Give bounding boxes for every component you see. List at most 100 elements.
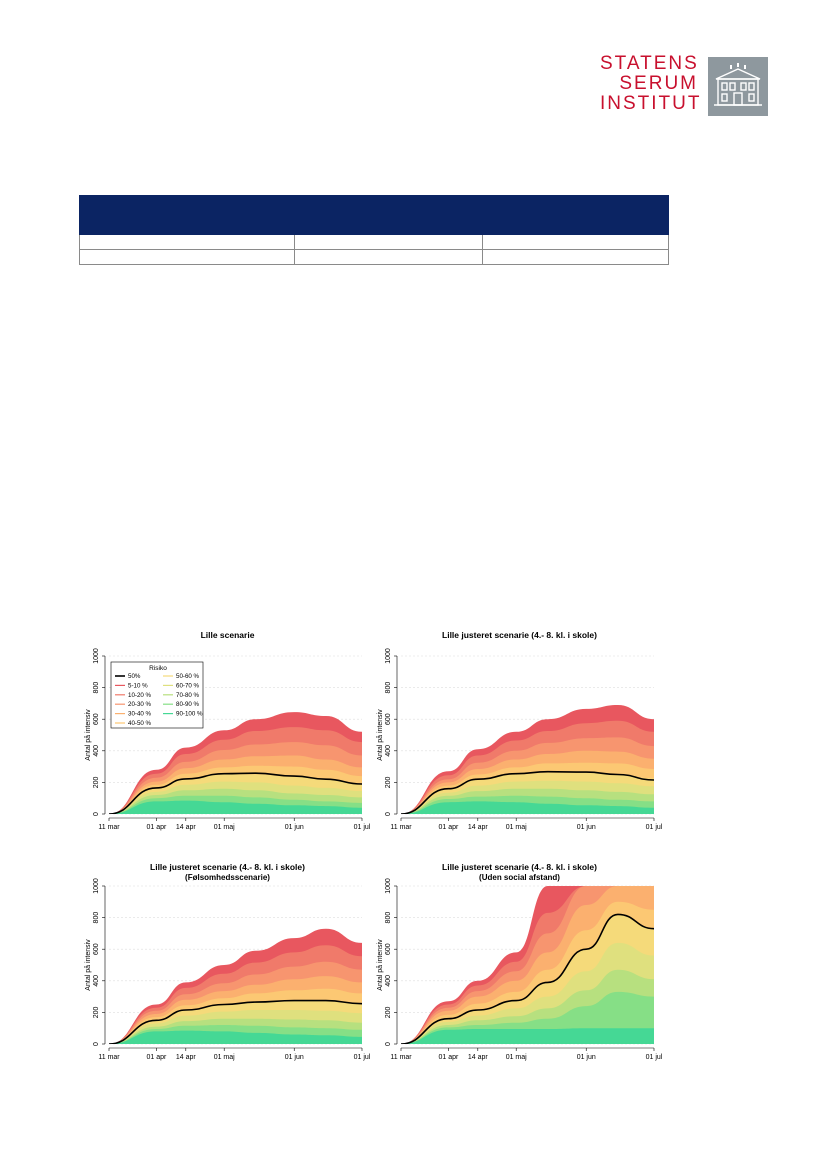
legend-label: 80-90 % bbox=[176, 701, 200, 708]
median-line bbox=[109, 772, 362, 814]
logo-wordmark: STATENS SERUM INSTITUT bbox=[600, 53, 702, 114]
chart-subtitle: (Følsomhedsscenarie) bbox=[185, 873, 270, 882]
y-tick-label: 600 bbox=[93, 713, 100, 725]
chart-panel: Lille justeret scenarie (4.- 8. kl. i sk… bbox=[376, 630, 663, 831]
x-tick-label: 01 apr bbox=[147, 1054, 168, 1061]
y-tick-label: 200 bbox=[93, 1006, 100, 1018]
legend-label: 50% bbox=[128, 673, 141, 680]
y-tick-label: 600 bbox=[93, 943, 100, 955]
y-tick-label: 1000 bbox=[93, 648, 100, 664]
risk-band bbox=[401, 1028, 654, 1044]
x-tick-label: 01 jun bbox=[577, 1054, 596, 1061]
area-group bbox=[109, 712, 362, 814]
x-tick-label: 11 mar bbox=[98, 824, 120, 831]
y-tick-label: 800 bbox=[93, 682, 100, 694]
chart-title: Lille justeret scenarie (4.- 8. kl. i sk… bbox=[150, 862, 305, 872]
table-cell bbox=[482, 234, 669, 250]
y-tick-label: 0 bbox=[385, 812, 392, 816]
y-tick-label: 1000 bbox=[93, 878, 100, 894]
table-header-row bbox=[79, 195, 669, 235]
chart-subtitle: (Uden social afstand) bbox=[479, 873, 560, 882]
x-tick-label: 11 mar bbox=[390, 1054, 412, 1061]
chart-title: Lille justeret scenarie (4.- 8. kl. i sk… bbox=[442, 630, 597, 640]
y-tick-label: 600 bbox=[385, 943, 392, 955]
legend-box bbox=[110, 661, 204, 729]
y-tick-label: 400 bbox=[93, 745, 100, 757]
x-tick-label: 01 apr bbox=[147, 824, 168, 831]
x-tick-label: 14 apr bbox=[468, 1054, 489, 1061]
legend-label: 10-20 % bbox=[128, 692, 152, 699]
x-tick-label: 01 maj bbox=[506, 1054, 527, 1061]
median-line bbox=[109, 999, 362, 1044]
area-group bbox=[401, 705, 654, 814]
x-tick-label: 01 jul bbox=[646, 1054, 663, 1061]
risk-band bbox=[109, 1030, 362, 1044]
table-header-cell bbox=[294, 195, 483, 235]
y-axis-label: Antal på intensiv bbox=[84, 709, 92, 761]
area-group bbox=[401, 886, 654, 1044]
legend-title: Risiko bbox=[149, 665, 167, 672]
table-cell bbox=[482, 249, 669, 265]
x-tick-label: 01 apr bbox=[439, 1054, 460, 1061]
table-cell bbox=[294, 234, 483, 250]
y-axis-label: Antal på intensiv bbox=[376, 939, 384, 991]
y-tick-label: 200 bbox=[385, 1006, 392, 1018]
legend-label: 50-60 % bbox=[176, 673, 200, 680]
y-tick-label: 200 bbox=[93, 776, 100, 788]
x-tick-label: 11 mar bbox=[390, 824, 412, 831]
x-tick-label: 14 apr bbox=[176, 824, 197, 831]
table-header-cell bbox=[79, 195, 295, 235]
x-tick-label: 01 jun bbox=[285, 1054, 304, 1061]
y-tick-label: 800 bbox=[93, 912, 100, 924]
y-tick-label: 1000 bbox=[385, 648, 392, 664]
y-tick-label: 800 bbox=[385, 682, 392, 694]
legend: Risiko 50% 5-10 % 10-20 % 20-30 % 30-40 % 40-5… bbox=[110, 661, 204, 729]
legend-label: 5-10 % bbox=[128, 682, 148, 689]
logo-line: STATENS bbox=[600, 53, 699, 74]
median-line bbox=[401, 913, 654, 1044]
x-tick-label: 01 maj bbox=[214, 824, 235, 831]
y-tick-label: 800 bbox=[385, 912, 392, 924]
table-row bbox=[79, 249, 669, 265]
y-tick-label: 0 bbox=[93, 812, 100, 816]
data-table bbox=[79, 195, 669, 265]
y-tick-label: 400 bbox=[385, 975, 392, 987]
x-tick-label: 01 maj bbox=[214, 1054, 235, 1061]
x-tick-label: 01 jul bbox=[354, 824, 371, 831]
table-cell bbox=[79, 249, 295, 265]
logo-line: INSTITUT bbox=[600, 93, 702, 114]
legend-label: 20-30 % bbox=[128, 701, 152, 708]
x-tick-label: 01 jun bbox=[577, 824, 596, 831]
y-tick-label: 400 bbox=[385, 745, 392, 757]
y-tick-label: 400 bbox=[93, 975, 100, 987]
table-cell bbox=[79, 234, 295, 250]
x-tick-label: 01 apr bbox=[439, 824, 460, 831]
y-axis-label: Antal på intensiv bbox=[84, 939, 92, 991]
x-tick-label: 11 mar bbox=[98, 1054, 120, 1061]
y-axis-label: Antal på intensiv bbox=[376, 709, 384, 761]
legend-label: 40-50 % bbox=[128, 720, 152, 727]
legend-label: 30-40 % bbox=[128, 711, 152, 718]
x-tick-label: 01 jun bbox=[285, 824, 304, 831]
y-tick-label: 200 bbox=[385, 776, 392, 788]
table-row bbox=[79, 234, 669, 250]
building-icon bbox=[708, 57, 768, 116]
logo-line: SERUM bbox=[619, 73, 698, 94]
table-cell bbox=[294, 249, 483, 265]
charts-figure: Lille scenarie 0 200 400 600 800 1000 11 mar 01 … bbox=[84, 630, 663, 1061]
y-tick-label: 600 bbox=[385, 713, 392, 725]
risk-band bbox=[401, 801, 654, 814]
chart-panel: Lille scenarie 0 200 400 600 800 1000 11 mar 01 … bbox=[84, 630, 371, 831]
x-tick-label: 14 apr bbox=[176, 1054, 197, 1061]
x-tick-label: 01 maj bbox=[506, 824, 527, 831]
legend-label: 70-80 % bbox=[176, 692, 200, 699]
y-tick-label: 0 bbox=[385, 1042, 392, 1046]
chart-title: Lille scenarie bbox=[201, 630, 255, 640]
x-tick-label: 14 apr bbox=[468, 824, 489, 831]
median-line bbox=[401, 770, 654, 814]
x-tick-label: 01 jul bbox=[354, 1054, 371, 1061]
table-header-cell bbox=[482, 195, 669, 235]
x-tick-label: 01 jul bbox=[646, 824, 663, 831]
y-tick-label: 0 bbox=[93, 1042, 100, 1046]
y-tick-label: 1000 bbox=[385, 878, 392, 894]
